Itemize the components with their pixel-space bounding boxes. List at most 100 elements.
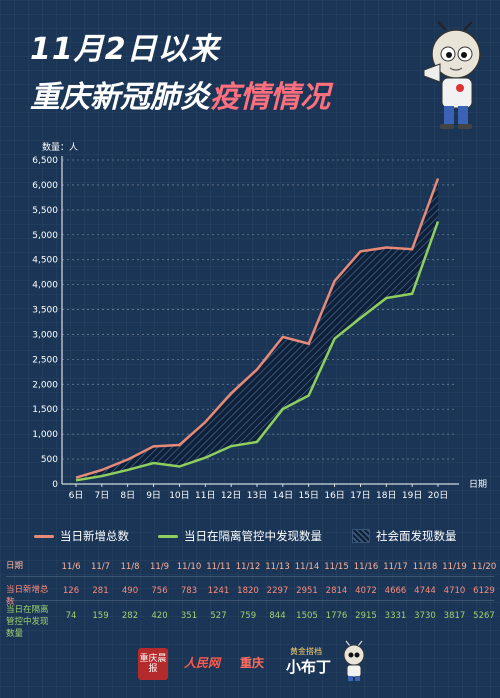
table-cell: 351 <box>180 611 198 621</box>
table-header-total: 当日新增总数 <box>6 585 49 607</box>
table-cell: 126 <box>62 586 80 596</box>
y-tick-label: 6,500 <box>32 156 58 166</box>
table-cell: 11/19 <box>442 562 467 572</box>
legend-total-swatch <box>34 534 54 538</box>
table-cell: 844 <box>269 611 286 621</box>
table-cell: 3331 <box>384 611 407 621</box>
table-cell: 783 <box>180 586 198 596</box>
table-cell: 1505 <box>296 611 318 621</box>
table-cell: 11/10 <box>176 562 202 572</box>
table-cell: 2915 <box>355 611 377 621</box>
y-tick-label: 3,500 <box>32 306 58 316</box>
mascot-megaphone-icon <box>423 21 481 129</box>
xiaobuding-logo: 小布丁 <box>286 658 332 676</box>
title-situation-text: 疫情情况 <box>210 80 330 115</box>
table-cell: 2814 <box>325 586 348 596</box>
x-tick-label: 14日 <box>273 490 293 501</box>
table-cell: 3817 <box>443 611 466 621</box>
table-header-isolation: 当日在隔离管控中发现数量 <box>6 605 49 639</box>
x-axis-label: 日期 <box>469 479 487 490</box>
y-tick-label: 1,500 <box>32 405 58 415</box>
y-tick-label: 500 <box>41 455 58 465</box>
table-cell: 2297 <box>266 586 289 596</box>
legend-iso: 当日在隔离管控中发现数量 <box>158 528 322 544</box>
x-tick-label: 7日 <box>94 490 109 501</box>
table-cell: 11/7 <box>90 562 111 572</box>
x-tick-labels: 6日 7日 8日 9日 10日 11日 12日 13日 14日 15日 16日 17日 18日 19日 20… <box>69 484 448 501</box>
series-total-line <box>75 178 440 479</box>
x-tick-label: 6日 <box>69 490 84 501</box>
y-axis-label: 数量：人 <box>42 141 78 153</box>
y-tick-label: 2,500 <box>32 355 58 365</box>
table-cell: 11/9 <box>149 562 170 572</box>
table-cell: 11/16 <box>353 562 379 572</box>
table-cell: 1776 <box>325 611 348 621</box>
y-tick-label: 3,000 <box>32 330 58 340</box>
x-tick-label: 9日 <box>146 490 161 501</box>
title-line-2: 重庆新冠肺炎疫情情况 <box>30 72 330 116</box>
x-tick-label: 13日 <box>247 490 267 501</box>
table-cell: 4666 <box>384 586 407 596</box>
legend-iso-label: 当日在隔离管控中发现数量 <box>184 529 322 543</box>
table-cell: 11/8 <box>120 562 140 572</box>
people-net-logo: 人民网 <box>184 656 221 670</box>
legend-total: 当日新增总数 <box>34 528 129 544</box>
partner-tagline: 黄金搭档 <box>290 647 322 656</box>
table-cell: 281 <box>92 586 109 596</box>
title-city-text: 重庆新冠肺炎 <box>30 80 210 115</box>
series-isolation-line <box>75 221 440 482</box>
table-cell: 527 <box>210 611 227 621</box>
mascot-icon <box>343 640 365 681</box>
table-row-isolation: 当日在隔离管控中发现数量 74 159 282 420 351 527 759 844 1505… <box>6 604 496 639</box>
y-tick-label: 1,000 <box>32 430 58 440</box>
table-cell: 11/13 <box>265 562 290 572</box>
table-cell: 4710 <box>443 586 466 596</box>
legend-iso-swatch <box>158 534 178 538</box>
table-divider <box>6 600 494 601</box>
y-tick-label: 5,000 <box>32 231 58 241</box>
x-tick-label: 10日 <box>169 490 189 501</box>
table-cell: 11/20 <box>471 562 497 572</box>
title-line-1: 11月2日以来 <box>30 32 220 67</box>
chenbao-logo: 重庆晨报 <box>138 648 168 680</box>
legend-social: 社会面发现数量 <box>352 528 457 544</box>
table-row-dates: 日期 11/6 11/7 11/8 11/9 11/10 11/11 11/12 11/13 1… <box>6 560 496 574</box>
y-tick-label: 4,500 <box>32 256 58 266</box>
table-cell: 4744 <box>414 586 436 596</box>
table-cell: 5267 <box>473 611 495 621</box>
x-tick-label: 11日 <box>195 490 215 501</box>
x-tick-label: 20日 <box>428 490 448 501</box>
legend-total-label: 当日新增总数 <box>60 529 129 543</box>
x-tick-label: 19日 <box>402 490 422 501</box>
table-cell: 4072 <box>355 586 377 596</box>
x-tick-label: 16日 <box>324 490 344 501</box>
x-tick-label: 15日 <box>298 490 318 501</box>
table-cell: 11/12 <box>235 562 261 572</box>
table-cell: 11/17 <box>383 562 408 572</box>
social-area-fill <box>76 178 438 481</box>
y-tick-label: 5,500 <box>32 206 58 216</box>
table-cell: 6129 <box>473 586 495 596</box>
table-cell: 11/11 <box>206 562 231 572</box>
x-tick-label: 8日 <box>120 490 135 501</box>
table-cell: 11/6 <box>61 562 81 572</box>
table-header-date: 日期 <box>6 561 24 571</box>
people-net-city: 重庆 <box>240 656 265 670</box>
y-tick-label: 6,000 <box>32 181 58 191</box>
x-tick-label: 18日 <box>376 490 396 501</box>
table-cell: 159 <box>92 611 109 621</box>
table-cell: 420 <box>151 611 168 621</box>
table-cell: 11/14 <box>294 562 320 572</box>
table-cell: 3730 <box>414 611 436 621</box>
table-cell: 756 <box>151 586 168 596</box>
legend: 当日新增总数 当日在隔离管控中发现数量 社会面发现数量 <box>0 522 500 548</box>
table-cell: 11/18 <box>412 562 438 572</box>
line-chart: 数量：人 0 500 1,000 1,500 2,000 2,500 3,000 3,500 4… <box>32 141 487 501</box>
y-tick-label: 0 <box>52 480 58 490</box>
table-cell: 1241 <box>207 586 230 596</box>
table-cell: 490 <box>121 586 139 596</box>
x-tick-label: 17日 <box>350 490 370 501</box>
y-tick-label: 4,000 <box>32 281 58 291</box>
y-tick-labels: 0 500 1,000 1,500 2,000 2,500 3,000 3,500 4,000 4… <box>32 156 58 490</box>
x-tick-label: 12日 <box>221 490 241 501</box>
